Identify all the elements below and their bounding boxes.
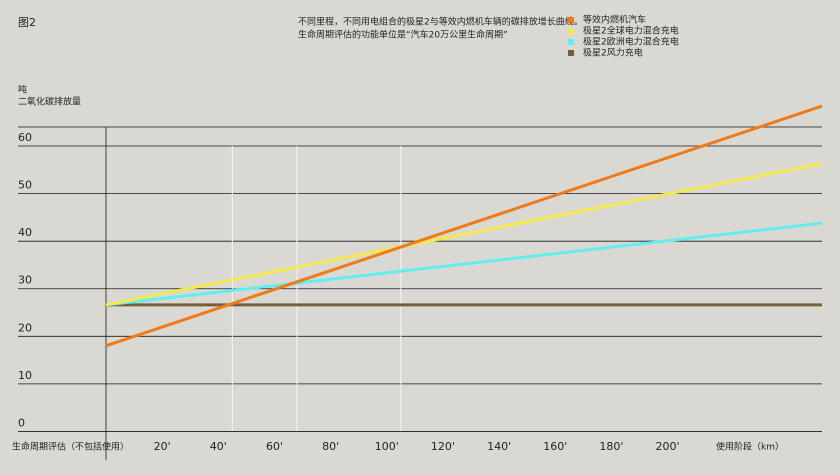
legend-swatch [568,17,574,23]
legend-swatch [568,50,574,56]
x-tick-label: 100' [375,440,399,453]
x-axis-label: 使用阶段（km） [716,441,784,453]
x-tick-label: 200' [656,440,680,453]
legend-label: 极星2欧洲电力混合充电 [583,36,679,48]
series-line [105,104,823,348]
y-tick-label: 10 [18,369,32,382]
y-tick-label: 20 [18,321,32,334]
legend-label: 极星2风力充电 [583,47,643,59]
x-tick-label: 140' [487,440,511,453]
y-tick-label: 0 [18,416,25,429]
subtitle: 不同里程，不同用电组合的极星2与等效内燃机车辆的碳排放增长曲线。 [298,16,583,28]
x-tick-label: 160' [543,440,567,453]
x-tick-label: 60' [266,440,283,453]
legend-swatch [568,28,574,34]
legend-label: 极星2全球电力混合充电 [583,25,679,37]
series-line [105,162,823,307]
chart-title: 图2 [18,16,36,29]
x-tick-label: 180' [599,440,623,453]
y-tick-label: 40 [18,226,32,239]
x-tick-label: 40' [210,440,227,453]
y-axis-label: 二氧化碳排放量 [18,96,81,108]
y-axis-label: 吨 [18,84,27,96]
legend-swatch [568,39,574,45]
x-tick-label: 120' [431,440,455,453]
y-tick-label: 60 [18,131,32,144]
x-tick-label: 80' [322,440,339,453]
y-tick-label: 30 [18,274,32,287]
legend-label: 等效内燃机汽车 [583,14,646,26]
x-tick-label: 20' [154,440,171,453]
subtitle: 生命周期评估的功能单位是“汽车20万公里生命周期” [298,29,508,41]
y-tick-label: 50 [18,179,32,192]
x-origin-label: 生命周期评估（不包括使用） [12,441,129,453]
series-line [105,221,823,307]
